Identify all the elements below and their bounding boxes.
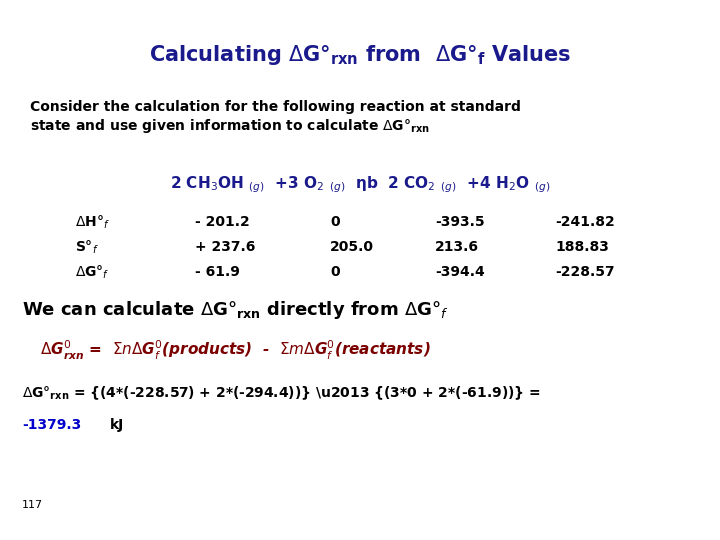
Text: $\Delta$H°$_f$: $\Delta$H°$_f$ [75,213,110,231]
Text: + 237.6: + 237.6 [195,240,256,254]
Text: -241.82: -241.82 [555,215,615,229]
Text: 0: 0 [330,265,340,279]
Text: -393.5: -393.5 [435,215,485,229]
Text: 2 CH$_3$OH $_{(g)}$  +3 O$_2$ $_{(g)}$  $\mathbf{\eta}$b  2 CO$_2$ $_{(g)}$  +4 : 2 CH$_3$OH $_{(g)}$ +3 O$_2$ $_{(g)}$ $\… [170,175,550,195]
Text: - 201.2: - 201.2 [195,215,250,229]
Text: 188.83: 188.83 [555,240,609,254]
Text: kJ: kJ [110,418,125,432]
Text: S°$_f$: S°$_f$ [75,238,99,256]
Text: -228.57: -228.57 [555,265,615,279]
Text: 117: 117 [22,500,43,510]
Text: $\Delta$G°$_f$: $\Delta$G°$_f$ [75,264,109,281]
Text: 0: 0 [330,215,340,229]
Text: $\Delta$G°$_{\mathregular{rxn}}$ = {(4*(-228.57) + 2*(-294.4))} \u2013 {(3*0 + 2: $\Delta$G°$_{\mathregular{rxn}}$ = {(4*(… [22,384,541,402]
Text: 213.6: 213.6 [435,240,479,254]
Text: - 61.9: - 61.9 [195,265,240,279]
Text: Consider the calculation for the following reaction at standard
state and use gi: Consider the calculation for the followi… [30,100,521,134]
Text: We can calculate $\Delta$G°$_{\mathregular{rxn}}$ directly from $\Delta$G°$_f$: We can calculate $\Delta$G°$_{\mathregul… [22,299,449,321]
Text: -1379.3: -1379.3 [22,418,81,432]
Text: 205.0: 205.0 [330,240,374,254]
Text: $\Delta$G$^0_{\mathregular{rxn}}$ =  $\Sigma$$n$$\Delta$G$^0_f$(products)  -  $\: $\Delta$G$^0_{\mathregular{rxn}}$ = $\Si… [40,339,431,362]
Text: Calculating $\Delta$G°$_{\mathregular{rxn}}$ from  $\Delta$G°$_{\mathregular{f}}: Calculating $\Delta$G°$_{\mathregular{rx… [149,43,571,67]
Text: -394.4: -394.4 [435,265,485,279]
